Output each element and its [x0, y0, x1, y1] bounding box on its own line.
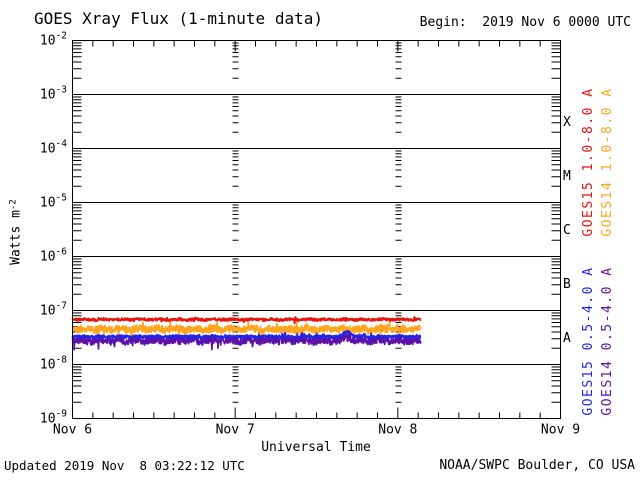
flux-trace	[71, 331, 422, 351]
flux-trace	[71, 315, 422, 325]
y-tick-label: 10-3	[40, 85, 67, 103]
x-tick-label: Nov 9	[541, 423, 580, 438]
legend-label: GOES15 1.0-8.0 A	[581, 87, 596, 236]
credit-text: NOAA/SWPC Boulder, CO USA	[439, 458, 635, 473]
flare-class-label: M	[563, 169, 571, 184]
begin-timestamp: Begin: 2019 Nov 6 0000 UTC	[419, 15, 631, 30]
page-title: GOES Xray Flux (1-minute data)	[34, 9, 323, 28]
x-tick-label: Nov 6	[53, 423, 92, 438]
flux-trace	[71, 329, 422, 341]
y-axis-title: Watts m-2	[9, 199, 24, 265]
flare-class-label: C	[563, 223, 571, 238]
flare-class-label: A	[563, 331, 571, 346]
y-tick-label: 10-4	[40, 139, 67, 157]
legend-label: GOES15 0.5-4.0 A	[581, 266, 596, 415]
y-tick-label: 10-8	[40, 355, 67, 373]
flare-class-label: B	[563, 277, 571, 292]
y-axis-title-base: Watts m	[8, 210, 24, 265]
y-tick-label: 10-2	[40, 31, 67, 49]
y-tick-label: 10-7	[40, 301, 67, 319]
updated-timestamp: Updated 2019 Nov 8 03:22:12 UTC	[4, 458, 245, 473]
legend-label: GOES14 1.0-8.0 A	[600, 87, 615, 236]
x-axis-title: Universal Time	[261, 440, 371, 455]
x-tick-label: Nov 7	[216, 423, 255, 438]
flux-trace	[71, 319, 422, 341]
y-tick-label: 10-5	[40, 193, 67, 211]
y-tick-label: 10-6	[40, 247, 67, 265]
plot-border	[72, 40, 561, 419]
legend-label: GOES14 0.5-4.0 A	[600, 266, 615, 415]
y-axis-title-exponent: -2	[8, 199, 19, 211]
x-tick-label: Nov 8	[378, 423, 417, 438]
flare-class-label: X	[563, 115, 571, 130]
